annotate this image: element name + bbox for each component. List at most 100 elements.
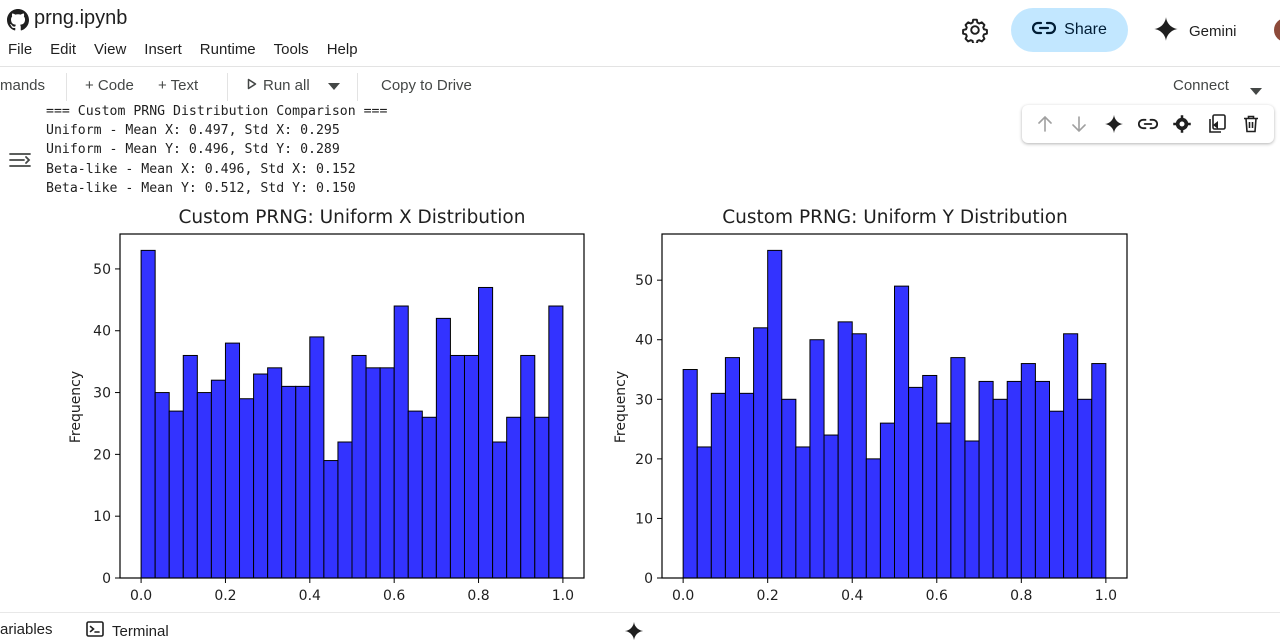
histogram-bar bbox=[950, 357, 966, 579]
histogram-bar bbox=[478, 286, 494, 579]
gemini-sparkle-icon bbox=[1153, 16, 1179, 46]
histogram-bar bbox=[739, 392, 755, 579]
gemini-sparkle-icon[interactable] bbox=[1102, 112, 1126, 136]
terminal-button[interactable]: Terminal bbox=[86, 621, 169, 641]
add-text-button[interactable]: + Text bbox=[158, 77, 199, 94]
settings-gear-icon[interactable] bbox=[962, 17, 988, 45]
histogram-bar bbox=[182, 354, 198, 579]
histogram-bar bbox=[795, 446, 811, 579]
toolbar-divider bbox=[227, 73, 228, 101]
mirror-cell-icon[interactable] bbox=[1205, 112, 1229, 136]
run-all-dropdown-icon[interactable] bbox=[328, 83, 340, 90]
histogram-bar bbox=[323, 460, 339, 579]
move-cell-down-icon[interactable] bbox=[1067, 112, 1091, 136]
histogram-bar bbox=[449, 354, 465, 579]
histogram-bar bbox=[239, 398, 255, 579]
cell-settings-gear-icon[interactable] bbox=[1170, 112, 1194, 136]
gemini-sparkle-icon[interactable] bbox=[624, 621, 644, 641]
menu-view[interactable]: View bbox=[94, 41, 127, 58]
terminal-icon bbox=[86, 621, 104, 641]
histogram-bar bbox=[421, 416, 437, 579]
cell-output-text: === Custom PRNG Distribution Comparison … bbox=[46, 102, 387, 198]
x-tick-label: 0.8 bbox=[467, 588, 489, 604]
histogram-bar bbox=[435, 317, 451, 579]
histogram-bar bbox=[281, 385, 297, 579]
output-toggle-icon[interactable] bbox=[8, 148, 32, 172]
y-tick-label: 10 bbox=[635, 511, 653, 527]
bars-group bbox=[140, 249, 564, 579]
top-header: prng.ipynb File Edit View Insert Runtime… bbox=[0, 0, 1280, 66]
share-label: Share bbox=[1064, 21, 1107, 38]
x-tick-label: 0.4 bbox=[841, 588, 863, 604]
histogram-bar bbox=[908, 386, 924, 579]
gemini-button[interactable]: Gemini bbox=[1153, 16, 1237, 46]
y-tick-label: 30 bbox=[635, 392, 653, 408]
histogram-bar bbox=[682, 369, 698, 579]
y-axis-label: Frequency bbox=[68, 371, 84, 443]
delete-cell-icon[interactable] bbox=[1239, 112, 1263, 136]
variables-button[interactable]: ariables bbox=[0, 621, 53, 638]
y-tick-label: 20 bbox=[635, 452, 653, 468]
y-tick-label: 10 bbox=[93, 509, 111, 525]
y-tick-label: 20 bbox=[93, 447, 111, 463]
gemini-label: Gemini bbox=[1189, 22, 1237, 40]
x-tick-label: 0.2 bbox=[757, 588, 779, 604]
connect-dropdown-icon[interactable] bbox=[1250, 82, 1262, 100]
histogram-bar bbox=[1020, 363, 1036, 579]
connect-button[interactable]: Connect bbox=[1173, 77, 1229, 94]
notebook-title[interactable]: prng.ipynb bbox=[34, 7, 128, 29]
menu-help[interactable]: Help bbox=[326, 41, 358, 58]
output-line: Beta-like - Mean Y: 0.512, Std Y: 0.150 bbox=[46, 180, 356, 196]
move-cell-up-icon[interactable] bbox=[1033, 112, 1057, 136]
toolbar-divider bbox=[66, 73, 67, 101]
play-icon bbox=[247, 77, 257, 94]
x-tick-label: 0.4 bbox=[299, 588, 321, 604]
x-tick-label: 0.8 bbox=[1010, 588, 1032, 604]
histogram-bar bbox=[168, 410, 184, 579]
histogram-bar bbox=[922, 374, 938, 579]
histogram-bar bbox=[210, 379, 226, 579]
histogram-bar bbox=[253, 373, 269, 579]
histogram-bar bbox=[781, 398, 797, 579]
histogram-bar bbox=[1063, 333, 1079, 579]
run-all-button[interactable]: Run all bbox=[247, 77, 310, 94]
histogram-bar bbox=[309, 336, 325, 579]
histogram-bar bbox=[520, 354, 536, 579]
histogram-bar bbox=[710, 392, 726, 579]
histogram-bar bbox=[851, 333, 867, 579]
avatar[interactable] bbox=[1274, 18, 1280, 42]
variables-label: ariables bbox=[0, 621, 53, 638]
menu-edit[interactable]: Edit bbox=[50, 41, 77, 58]
histogram-bar bbox=[337, 441, 353, 579]
menu-insert[interactable]: Insert bbox=[144, 41, 182, 58]
histogram-bar bbox=[809, 339, 825, 579]
histogram-bar bbox=[351, 354, 367, 579]
histogram-bar bbox=[506, 416, 522, 579]
x-tick-label: 0.0 bbox=[130, 588, 152, 604]
histogram-bar bbox=[724, 357, 740, 579]
menu-file[interactable]: File bbox=[8, 41, 33, 58]
y-tick-label: 40 bbox=[635, 333, 653, 349]
status-bar: ariables Terminal bbox=[0, 612, 1280, 641]
add-code-button[interactable]: + Code bbox=[85, 77, 134, 94]
histogram-bar bbox=[696, 446, 712, 579]
histogram-bar bbox=[548, 305, 564, 579]
output-line: Beta-like - Mean X: 0.496, Std X: 0.152 bbox=[46, 161, 356, 177]
histogram-bar bbox=[463, 354, 480, 579]
histogram-bar bbox=[894, 285, 910, 579]
histogram-bar bbox=[865, 458, 881, 579]
link-icon[interactable] bbox=[1136, 112, 1160, 136]
histogram-bar bbox=[267, 367, 283, 579]
copy-to-drive-button[interactable]: Copy to Drive bbox=[381, 77, 472, 94]
output-line: Uniform - Mean Y: 0.496, Std Y: 0.289 bbox=[46, 142, 340, 158]
output-line: Uniform - Mean X: 0.497, Std X: 0.295 bbox=[46, 123, 340, 139]
share-button[interactable]: Share bbox=[1011, 8, 1128, 52]
histogram-bar bbox=[393, 305, 409, 579]
menu-tools[interactable]: Tools bbox=[273, 41, 309, 58]
menu-bar: File Edit View Insert Runtime Tools Help bbox=[8, 40, 376, 59]
y-axis-label: Frequency bbox=[613, 371, 629, 443]
github-icon bbox=[7, 9, 29, 31]
commands-button[interactable]: mands bbox=[0, 77, 46, 94]
menu-runtime[interactable]: Runtime bbox=[199, 41, 256, 58]
histogram-bar bbox=[196, 392, 212, 579]
